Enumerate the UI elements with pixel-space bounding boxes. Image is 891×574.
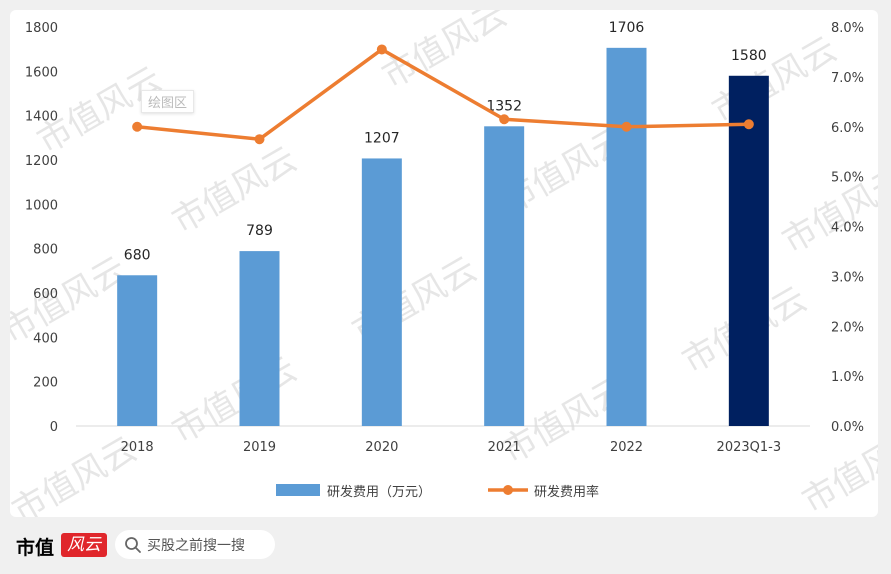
x-tick-label: 2020 <box>365 440 398 455</box>
line-point <box>621 121 632 132</box>
line-point <box>132 121 143 132</box>
watermark-text: 市值风云 <box>166 349 304 452</box>
y-left-tick-label: 400 <box>33 331 58 346</box>
bar <box>484 126 525 426</box>
y-right-tick-label: 0.0% <box>831 420 864 435</box>
y-right-tick-label: 1.0% <box>831 370 864 385</box>
y-left-tick-label: 1600 <box>25 65 58 80</box>
search-placeholder: 买股之前搜一搜 <box>147 537 245 554</box>
bar-data-label: 1706 <box>609 20 645 36</box>
bar-data-label: 1352 <box>486 98 522 114</box>
y-right-tick-label: 4.0% <box>831 221 864 236</box>
chart-card: 市值风云 市值风云 市值风云 市值风云 市值风云 市值风云 市值风云 市值风云 市值风云 市值风云… <box>10 10 878 517</box>
bar-data-label: 1207 <box>364 130 400 146</box>
brand-logo-text[interactable]: 市值 <box>16 537 55 559</box>
watermark-text: 市值风云 <box>166 139 304 242</box>
bar <box>117 275 158 426</box>
line-point <box>743 119 754 130</box>
x-tick-label: 2023Q1-3 <box>717 440 782 455</box>
bar <box>606 47 647 426</box>
y-right-tick-label: 3.0% <box>831 270 864 285</box>
legend-label-line: 研发费用率 <box>534 484 599 500</box>
watermark-text: 市值风云 <box>706 29 844 132</box>
watermark-text: 市值风云 <box>10 249 133 352</box>
rate-line <box>136 47 749 141</box>
bar-data-label: 680 <box>124 247 151 263</box>
line-point <box>376 44 387 55</box>
y-left-tick-label: 600 <box>33 287 58 302</box>
footer-bar: 市值 风云 买股之前搜一搜 <box>0 520 891 574</box>
y-left-tick-label: 1400 <box>25 110 58 125</box>
x-tick-label: 2022 <box>610 440 643 455</box>
y-right-tick-label: 6.0% <box>831 121 864 136</box>
y-left-tick-label: 1000 <box>25 198 58 213</box>
bar <box>239 251 280 426</box>
bar <box>361 158 402 426</box>
y-right-tick-label: 8.0% <box>831 21 864 36</box>
y-left-tick-label: 0 <box>50 420 58 435</box>
plot-area-tooltip: 绘图区 <box>141 90 195 113</box>
y-left-tick-label: 200 <box>33 376 58 391</box>
bar-data-label: 1580 <box>731 48 767 64</box>
x-tick-label: 2019 <box>243 440 276 455</box>
x-tick-label: 2021 <box>488 440 521 455</box>
x-tick-label: 2018 <box>121 440 154 455</box>
search-icon <box>125 536 141 553</box>
line-point <box>499 114 510 125</box>
legend-swatch-bar <box>276 484 320 496</box>
bar-data-label: 789 <box>246 223 273 239</box>
line-point <box>254 134 265 145</box>
legend-label-bar: 研发费用（万元） <box>327 484 431 500</box>
y-right-tick-label: 7.0% <box>831 71 864 86</box>
legend-swatch-marker <box>503 485 513 495</box>
y-left-tick-label: 800 <box>33 243 58 258</box>
brand-logo-badge[interactable]: 风云 <box>61 533 107 557</box>
y-right-tick-label: 5.0% <box>831 171 864 186</box>
y-left-tick-label: 1200 <box>25 154 58 169</box>
search-input[interactable]: 买股之前搜一搜 <box>115 530 275 559</box>
y-right-tick-label: 2.0% <box>831 320 864 335</box>
y-left-tick-label: 1800 <box>25 21 58 36</box>
bar <box>728 75 769 427</box>
